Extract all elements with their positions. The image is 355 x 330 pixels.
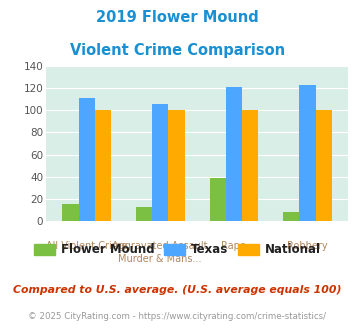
Text: Compared to U.S. average. (U.S. average equals 100): Compared to U.S. average. (U.S. average … [13,285,342,295]
Bar [62,205,78,221]
Bar [242,110,258,221]
Text: Robbery: Robbery [287,241,328,250]
Bar [226,87,242,221]
Bar [316,110,332,221]
Bar [209,178,226,221]
Text: Rape: Rape [222,241,246,250]
Text: Murder & Mans...: Murder & Mans... [119,254,202,264]
Text: Aggravated Assault: Aggravated Assault [113,241,208,250]
Bar [78,98,95,221]
Text: © 2025 CityRating.com - https://www.cityrating.com/crime-statistics/: © 2025 CityRating.com - https://www.city… [28,312,327,321]
Text: 2019 Flower Mound: 2019 Flower Mound [96,10,259,25]
Text: Violent Crime Comparison: Violent Crime Comparison [70,43,285,58]
Legend: Flower Mound, Texas, National: Flower Mound, Texas, National [29,239,326,261]
Text: All Violent Crime: All Violent Crime [46,241,127,250]
Bar [152,104,168,221]
Bar [283,212,299,221]
Bar [95,110,111,221]
Bar [299,85,316,221]
Bar [168,110,185,221]
Bar [136,207,152,221]
